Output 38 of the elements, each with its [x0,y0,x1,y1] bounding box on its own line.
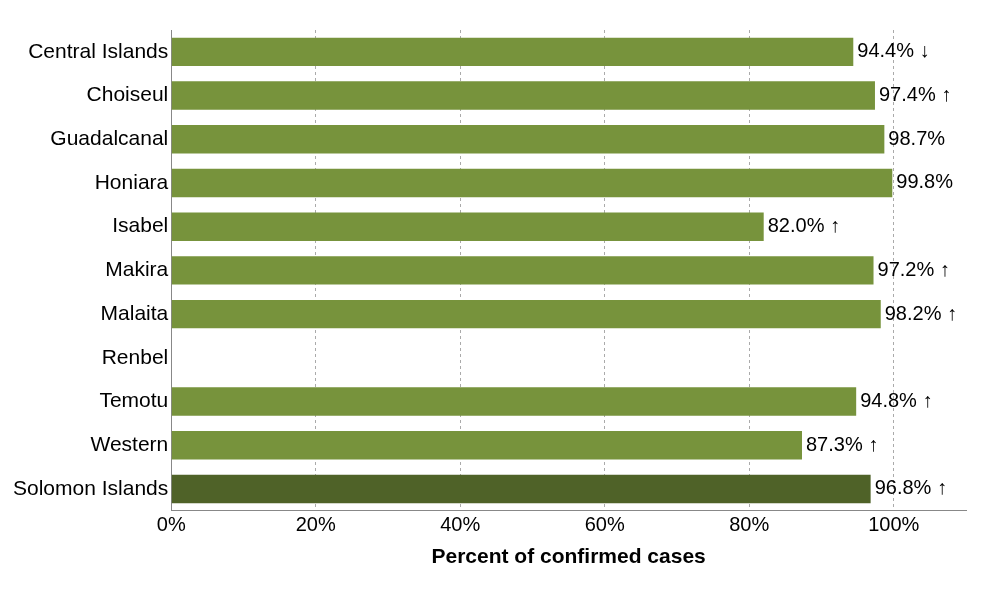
data-label: 82.0% ↑ [767,214,840,237]
bar [171,431,802,460]
bar [171,474,871,504]
bar [171,387,857,416]
y-tick-label: Temotu [99,388,169,412]
y-tick-label: Malaita [100,300,169,324]
data-label: 94.8% ↑ [860,389,933,412]
x-axis-title: Percent of confirmed cases [431,544,706,568]
bar [171,125,885,154]
bar [171,37,854,67]
x-tick-label: 100% [868,513,920,536]
y-tick-label: Makira [105,257,169,281]
x-tick-label: 80% [729,513,770,536]
y-tick-label: Guadalcanal [50,126,169,150]
bar [171,256,874,285]
bar [171,212,764,241]
data-label: 99.8% [896,170,954,193]
bar [171,168,893,198]
y-tick-label: Honiara [94,169,169,193]
x-tick-label: 60% [584,513,625,536]
data-label: 96.8% ↑ [874,476,947,499]
data-label: 98.2% ↑ [884,301,958,324]
y-tick-label: Solomon Islands [12,475,169,499]
bar [171,299,881,329]
x-tick-label: 0% [156,513,186,536]
y-tick-label: Renbel [101,344,169,368]
data-label: 94.4% ↓ [857,39,930,62]
y-tick-label: Central Islands [28,38,169,62]
y-tick-label: Western [90,432,169,456]
data-label: 87.3% ↑ [805,432,879,455]
x-tick-label: 40% [440,513,481,536]
bar [171,81,875,110]
data-label: 98.7% [888,126,946,149]
y-tick-label: Choiseul [86,82,169,106]
y-tick-label: Isabel [112,213,169,237]
data-label: 97.2% ↑ [877,257,950,280]
x-tick-label: 20% [295,513,336,536]
data-label: 97.4% ↑ [878,83,952,106]
